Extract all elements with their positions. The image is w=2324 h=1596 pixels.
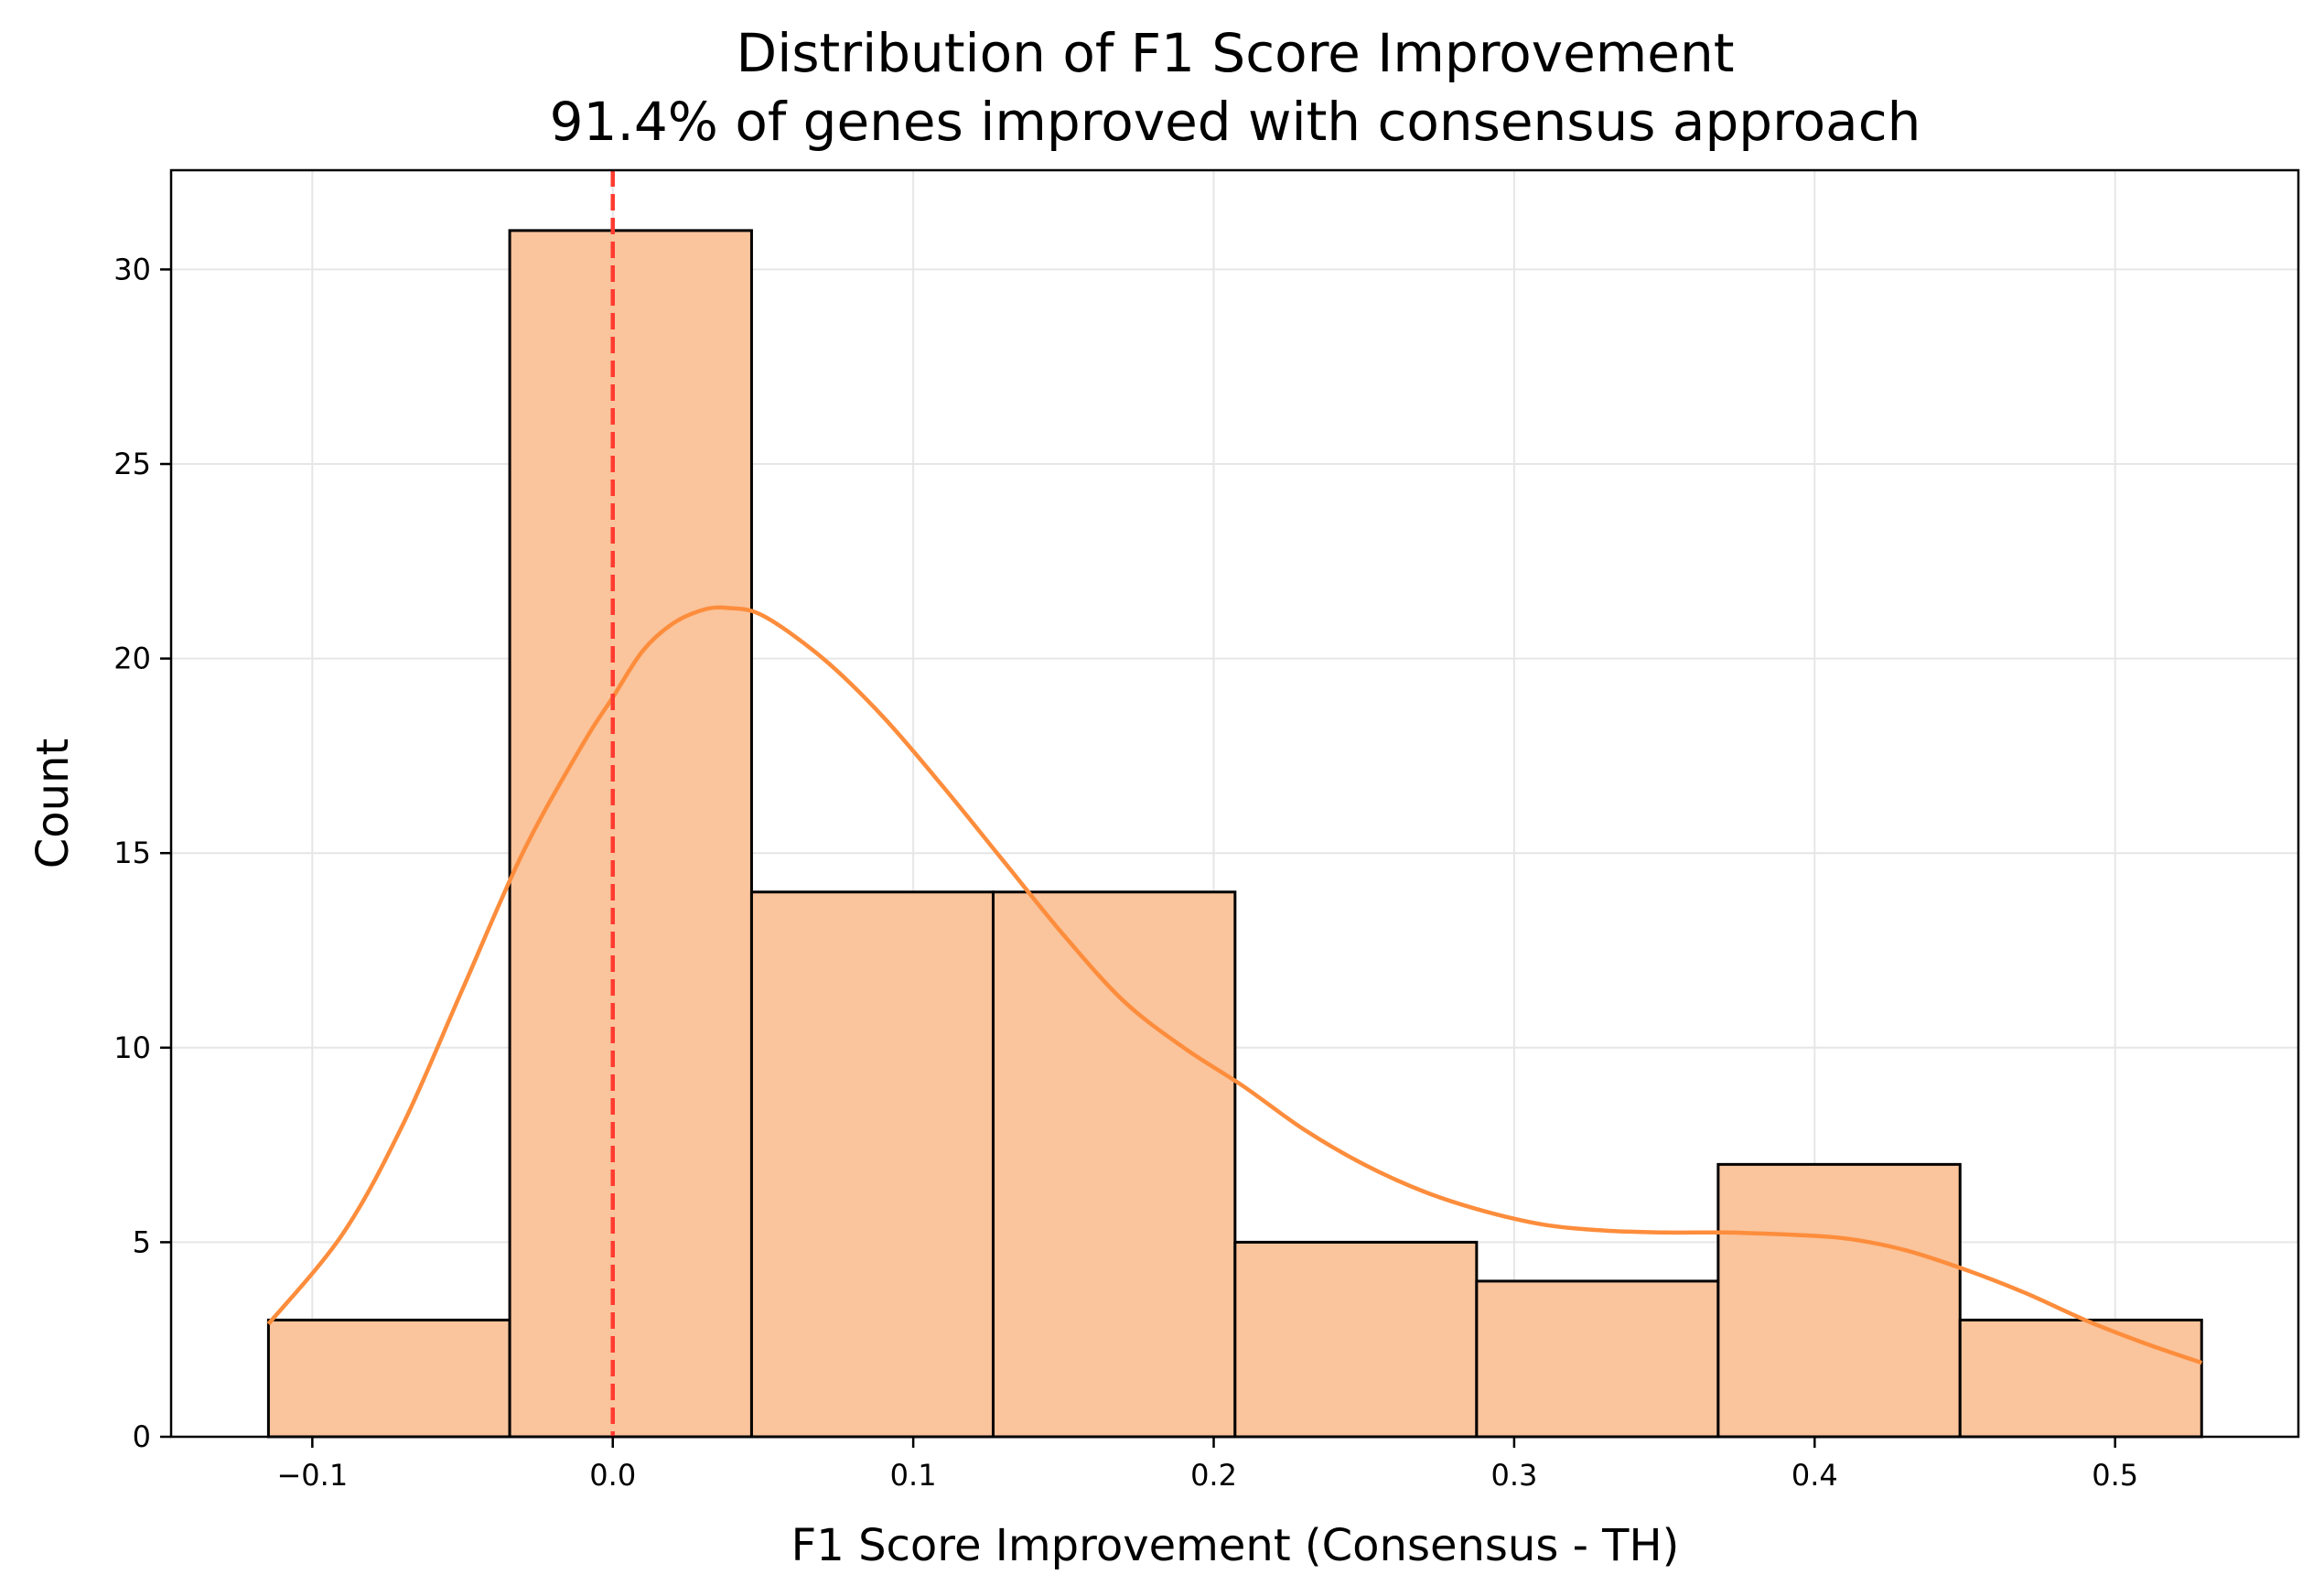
y-axis-label: Count bbox=[27, 739, 79, 869]
x-tick-label-2: 0.1 bbox=[890, 1458, 937, 1493]
chart-subtitle: 91.4% of genes improved with consensus a… bbox=[550, 91, 1921, 153]
x-tick-label-5: 0.4 bbox=[1791, 1458, 1838, 1493]
x-tick-label-1: 0.0 bbox=[589, 1458, 636, 1493]
histogram-bar-6 bbox=[1716, 1162, 1962, 1439]
y-tick-label-6: 30 bbox=[113, 252, 151, 286]
plot-area-frame bbox=[169, 168, 2300, 1439]
x-tick-label-6: 0.5 bbox=[2092, 1458, 2138, 1493]
y-tick-label-1: 5 bbox=[133, 1224, 151, 1259]
x-tick-label-3: 0.2 bbox=[1190, 1458, 1237, 1493]
histogram-bar-5 bbox=[1475, 1279, 1720, 1439]
histogram-bar-3 bbox=[991, 890, 1237, 1439]
y-tick-label-2: 10 bbox=[113, 1030, 151, 1065]
x-tick-label-4: 0.3 bbox=[1490, 1458, 1537, 1493]
histogram-bar-0 bbox=[266, 1318, 511, 1439]
y-tick-label-0: 0 bbox=[133, 1419, 151, 1454]
y-tick-label-3: 15 bbox=[113, 836, 151, 870]
x-tick-label-0: −0.1 bbox=[276, 1458, 348, 1493]
kde-curve-group bbox=[266, 605, 2203, 1365]
histogram-bar-1 bbox=[508, 229, 753, 1439]
histogram-bar-2 bbox=[749, 890, 995, 1439]
histogram-bar-4 bbox=[1233, 1240, 1479, 1439]
x-axis-label: F1 Score Improvement (Consensus - TH) bbox=[791, 1520, 1680, 1571]
y-tick-label-4: 20 bbox=[113, 642, 151, 676]
histogram-bars bbox=[266, 229, 2203, 1439]
x-axis-ticks: −0.1 0.0 0.1 0.2 0.3 0.4 0.5 bbox=[276, 1437, 2138, 1493]
kde-curve bbox=[266, 605, 2203, 1365]
y-axis-ticks: 0 5 10 15 20 25 30 bbox=[113, 252, 171, 1454]
y-tick-label-5: 25 bbox=[113, 447, 151, 481]
histogram-bar-7 bbox=[1958, 1318, 2203, 1439]
chart-title: Distribution of F1 Score Improvement bbox=[737, 22, 1735, 84]
